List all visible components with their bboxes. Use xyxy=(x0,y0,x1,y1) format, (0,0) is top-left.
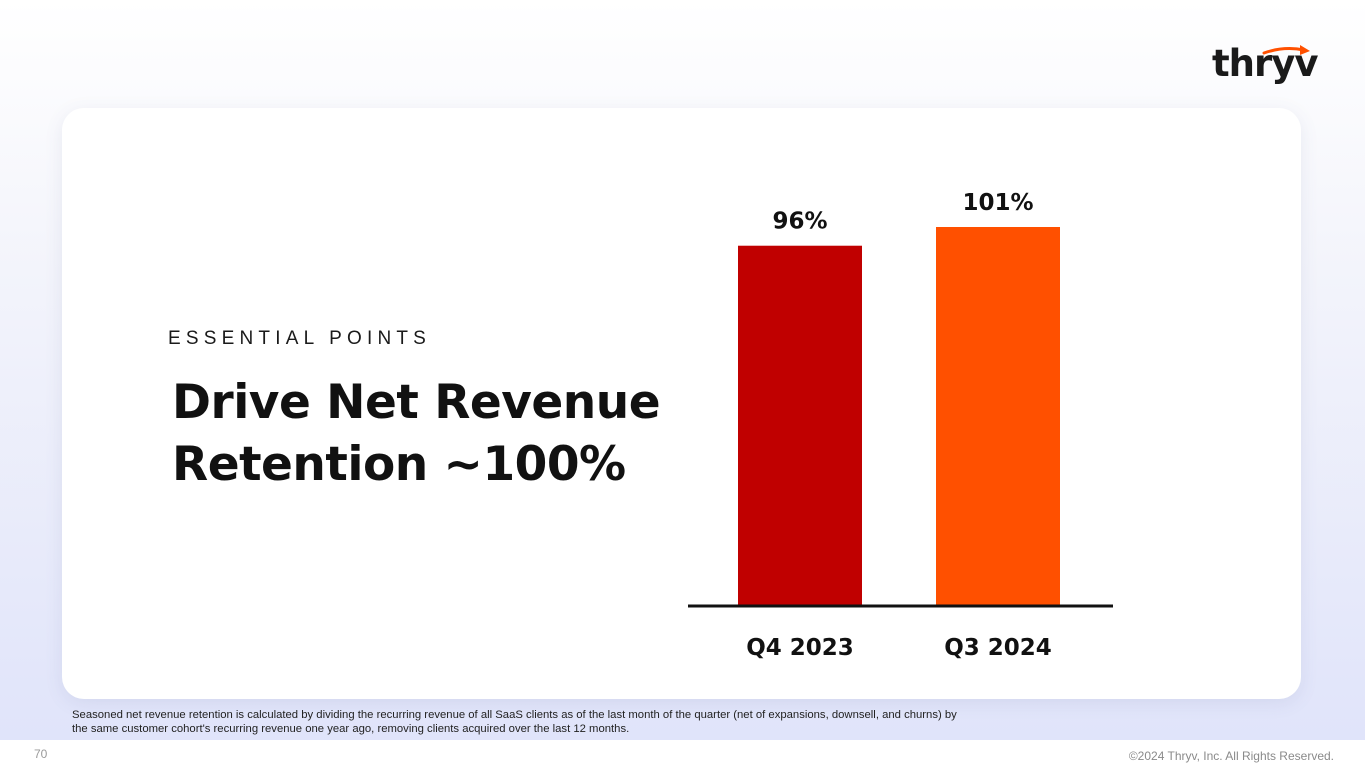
footnote: Seasoned net revenue retention is calcul… xyxy=(72,709,957,735)
x-tick-label: Q3 2024 xyxy=(944,635,1052,661)
footer-bar xyxy=(0,740,1365,768)
content-card xyxy=(62,108,1301,699)
data-label: 101% xyxy=(962,190,1033,216)
page-title: Drive Net Revenue Retention ~100% xyxy=(172,372,692,496)
thryv-logo: thryv xyxy=(1212,44,1319,88)
logo-swoosh-icon xyxy=(1262,45,1310,55)
data-label: 96% xyxy=(772,209,827,235)
x-tick-label: Q4 2023 xyxy=(746,635,854,661)
copyright-notice: ©2024 Thryv, Inc. All Rights Reserved. xyxy=(1128,749,1334,763)
headline-line-2: Retention ~100% xyxy=(172,437,626,492)
bar-q3-2024 xyxy=(936,227,1060,605)
headline-line-1: Drive Net Revenue xyxy=(172,375,661,430)
bar-q4-2023 xyxy=(738,245,862,605)
eyebrow-label: ESSENTIAL POINTS xyxy=(168,328,432,349)
page-number: 70 xyxy=(34,747,48,761)
